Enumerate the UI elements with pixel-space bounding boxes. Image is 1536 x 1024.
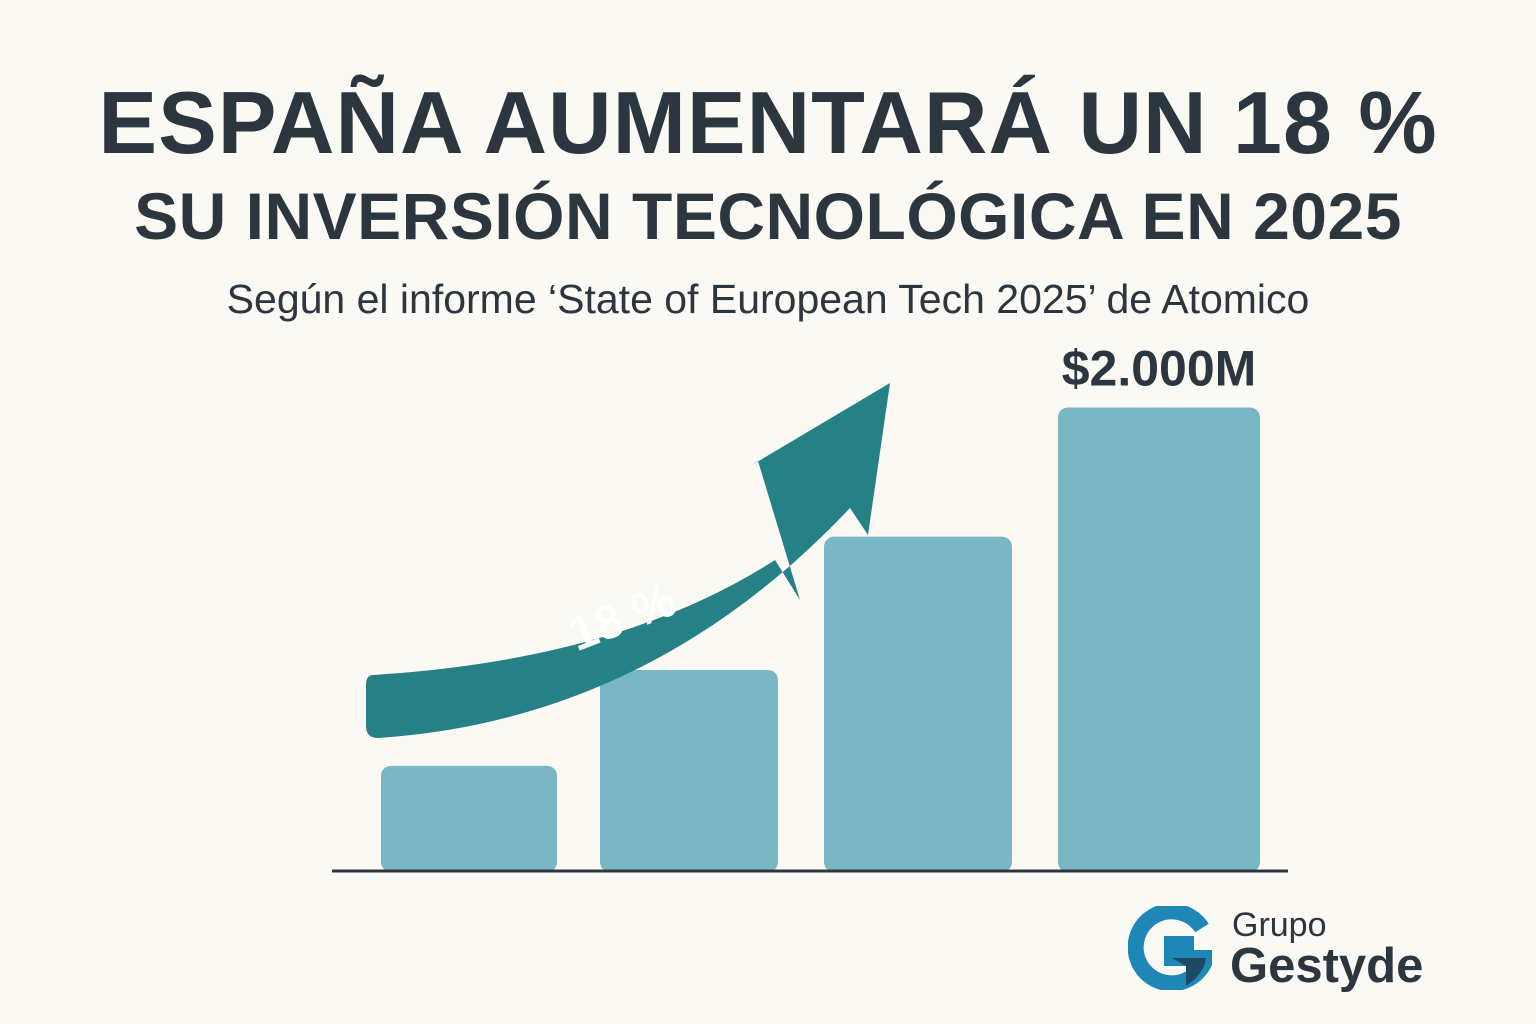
subtitle: Según el informe ‘State of European Tech… bbox=[226, 276, 1310, 322]
bar-2 bbox=[600, 670, 778, 872]
growth-arrow-body bbox=[366, 383, 890, 738]
bar-1 bbox=[381, 765, 557, 872]
bar-4-value-label: $2.000M bbox=[1062, 341, 1257, 397]
logo-word-grupo: Grupo bbox=[1232, 906, 1327, 944]
headline-line-2: SU INVERSIÓN TECNOLÓGICA EN 2025 bbox=[134, 179, 1402, 253]
bar-4 bbox=[1058, 407, 1260, 872]
logo-word-gestyde: Gestyde bbox=[1230, 939, 1424, 993]
bars bbox=[381, 407, 1260, 872]
headline-line-1: ESPAÑA AUMENTARÁ UN 18 % bbox=[98, 73, 1438, 172]
company-logo: Grupo Gestyde bbox=[1128, 904, 1468, 1004]
bar-3 bbox=[824, 536, 1012, 872]
data-labels: $2.000M bbox=[1062, 341, 1257, 397]
g-logo-icon bbox=[1128, 906, 1212, 990]
